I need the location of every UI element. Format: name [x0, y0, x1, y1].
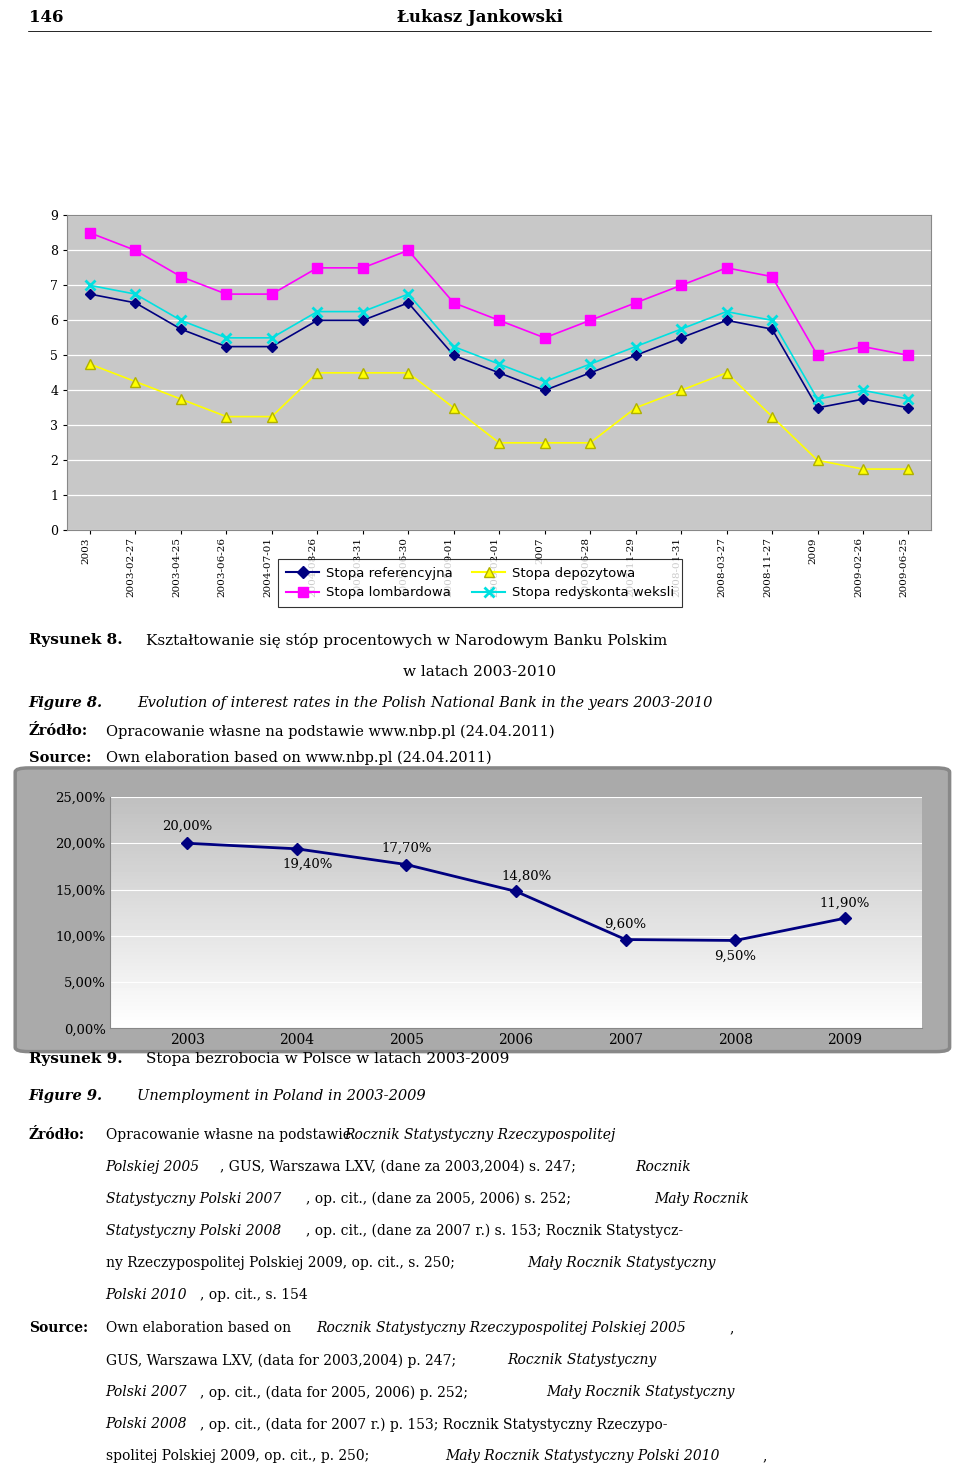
Text: Source:: Source:: [29, 1321, 88, 1335]
Text: Źródło:: Źródło:: [29, 724, 88, 738]
Text: Opracowanie własne na podstawie www.nbp.pl (24.04.2011): Opracowanie własne na podstawie www.nbp.…: [106, 724, 554, 738]
Text: 9,60%: 9,60%: [605, 919, 647, 932]
Text: 14,80%: 14,80%: [502, 870, 552, 883]
Text: Źródło:: Źródło:: [29, 1128, 84, 1141]
Text: 146: 146: [29, 9, 63, 26]
Text: , GUS, Warszawa LXV, (dane za 2003,2004) s. 247;: , GUS, Warszawa LXV, (dane za 2003,2004)…: [220, 1160, 581, 1173]
Text: Kształtowanie się stóp procentowych w Narodowym Banku Polskim: Kształtowanie się stóp procentowych w Na…: [146, 633, 667, 648]
Text: Rysunek 9.: Rysunek 9.: [29, 1052, 123, 1067]
Text: spolitej Polskiej 2009, op. cit., p. 250;: spolitej Polskiej 2009, op. cit., p. 250…: [106, 1449, 373, 1464]
Text: Opracowanie własne na podstawie: Opracowanie własne na podstawie: [106, 1128, 355, 1141]
Text: Łukasz Jankowski: Łukasz Jankowski: [397, 9, 563, 26]
Text: ,: ,: [762, 1449, 767, 1464]
FancyBboxPatch shape: [15, 768, 949, 1052]
Text: , op. cit., (dane za 2005, 2006) s. 252;: , op. cit., (dane za 2005, 2006) s. 252;: [306, 1191, 575, 1206]
Text: Polski 2007: Polski 2007: [106, 1386, 187, 1399]
Text: Evolution of interest rates in the Polish National Bank in the years 2003-2010: Evolution of interest rates in the Polis…: [137, 696, 712, 709]
Text: Unemployment in Poland in 2003-2009: Unemployment in Poland in 2003-2009: [137, 1090, 425, 1103]
Legend: Stopa referencyjna, Stopa lombardowa, Stopa depozytowa, Stopa redyskonta weksli: Stopa referencyjna, Stopa lombardowa, St…: [278, 558, 682, 608]
Text: Statystyczny Polski 2007: Statystyczny Polski 2007: [106, 1191, 280, 1206]
Text: GUS, Warszawa LXV, (data for 2003,2004) p. 247;: GUS, Warszawa LXV, (data for 2003,2004) …: [106, 1354, 460, 1368]
Text: Polski 2010: Polski 2010: [106, 1288, 187, 1302]
Text: Rocznik Statystyczny: Rocznik Statystyczny: [507, 1354, 657, 1367]
Text: Own elaboration based on: Own elaboration based on: [106, 1321, 295, 1335]
Text: Figure 8.: Figure 8.: [29, 696, 103, 709]
Text: ny Rzeczypospolitej Polskiej 2009, op. cit., s. 250;: ny Rzeczypospolitej Polskiej 2009, op. c…: [106, 1256, 459, 1270]
Text: Mały Rocznik Statystyczny Polski 2010: Mały Rocznik Statystyczny Polski 2010: [444, 1449, 719, 1464]
Text: Rocznik: Rocznik: [636, 1160, 691, 1173]
Text: 17,70%: 17,70%: [381, 841, 432, 854]
Text: Rysunek 8.: Rysunek 8.: [29, 633, 123, 648]
Text: Polski 2008: Polski 2008: [106, 1417, 187, 1431]
Text: , op. cit., (data for 2007 r.) p. 153; Rocznik Statystyczny Rzeczypo-: , op. cit., (data for 2007 r.) p. 153; R…: [201, 1417, 668, 1431]
Text: 20,00%: 20,00%: [162, 820, 212, 834]
Text: 9,50%: 9,50%: [714, 949, 756, 963]
Text: , op. cit., s. 154: , op. cit., s. 154: [201, 1288, 308, 1302]
Text: Source:: Source:: [29, 750, 91, 765]
Text: Rocznik Statystyczny Rzeczypospolitej Polskiej 2005: Rocznik Statystyczny Rzeczypospolitej Po…: [317, 1321, 686, 1335]
Text: Polskiej 2005: Polskiej 2005: [106, 1160, 200, 1173]
Text: Rocznik Statystyczny Rzeczypospolitej: Rocznik Statystyczny Rzeczypospolitej: [345, 1128, 616, 1141]
Text: Mały Rocznik Statystyczny: Mały Rocznik Statystyczny: [546, 1386, 734, 1399]
Text: Mały Rocznik Statystyczny: Mały Rocznik Statystyczny: [527, 1256, 715, 1270]
Text: Mały Rocznik: Mały Rocznik: [654, 1191, 749, 1206]
Text: , op. cit., (dane za 2007 r.) s. 153; Rocznik Statystycz-: , op. cit., (dane za 2007 r.) s. 153; Ro…: [306, 1223, 683, 1238]
Text: , op. cit., (data for 2005, 2006) p. 252;: , op. cit., (data for 2005, 2006) p. 252…: [201, 1386, 472, 1399]
Text: Stopa bezrobocia w Polsce w latach 2003-2009: Stopa bezrobocia w Polsce w latach 2003-…: [146, 1052, 510, 1067]
Text: 19,40%: 19,40%: [282, 858, 333, 872]
Text: Own elaboration based on www.nbp.pl (24.04.2011): Own elaboration based on www.nbp.pl (24.…: [106, 750, 492, 765]
Text: 11,90%: 11,90%: [820, 897, 870, 910]
Text: ,: ,: [730, 1321, 734, 1335]
Text: Statystyczny Polski 2008: Statystyczny Polski 2008: [106, 1223, 280, 1238]
Text: w latach 2003-2010: w latach 2003-2010: [403, 665, 557, 678]
Text: Figure 9.: Figure 9.: [29, 1090, 103, 1103]
